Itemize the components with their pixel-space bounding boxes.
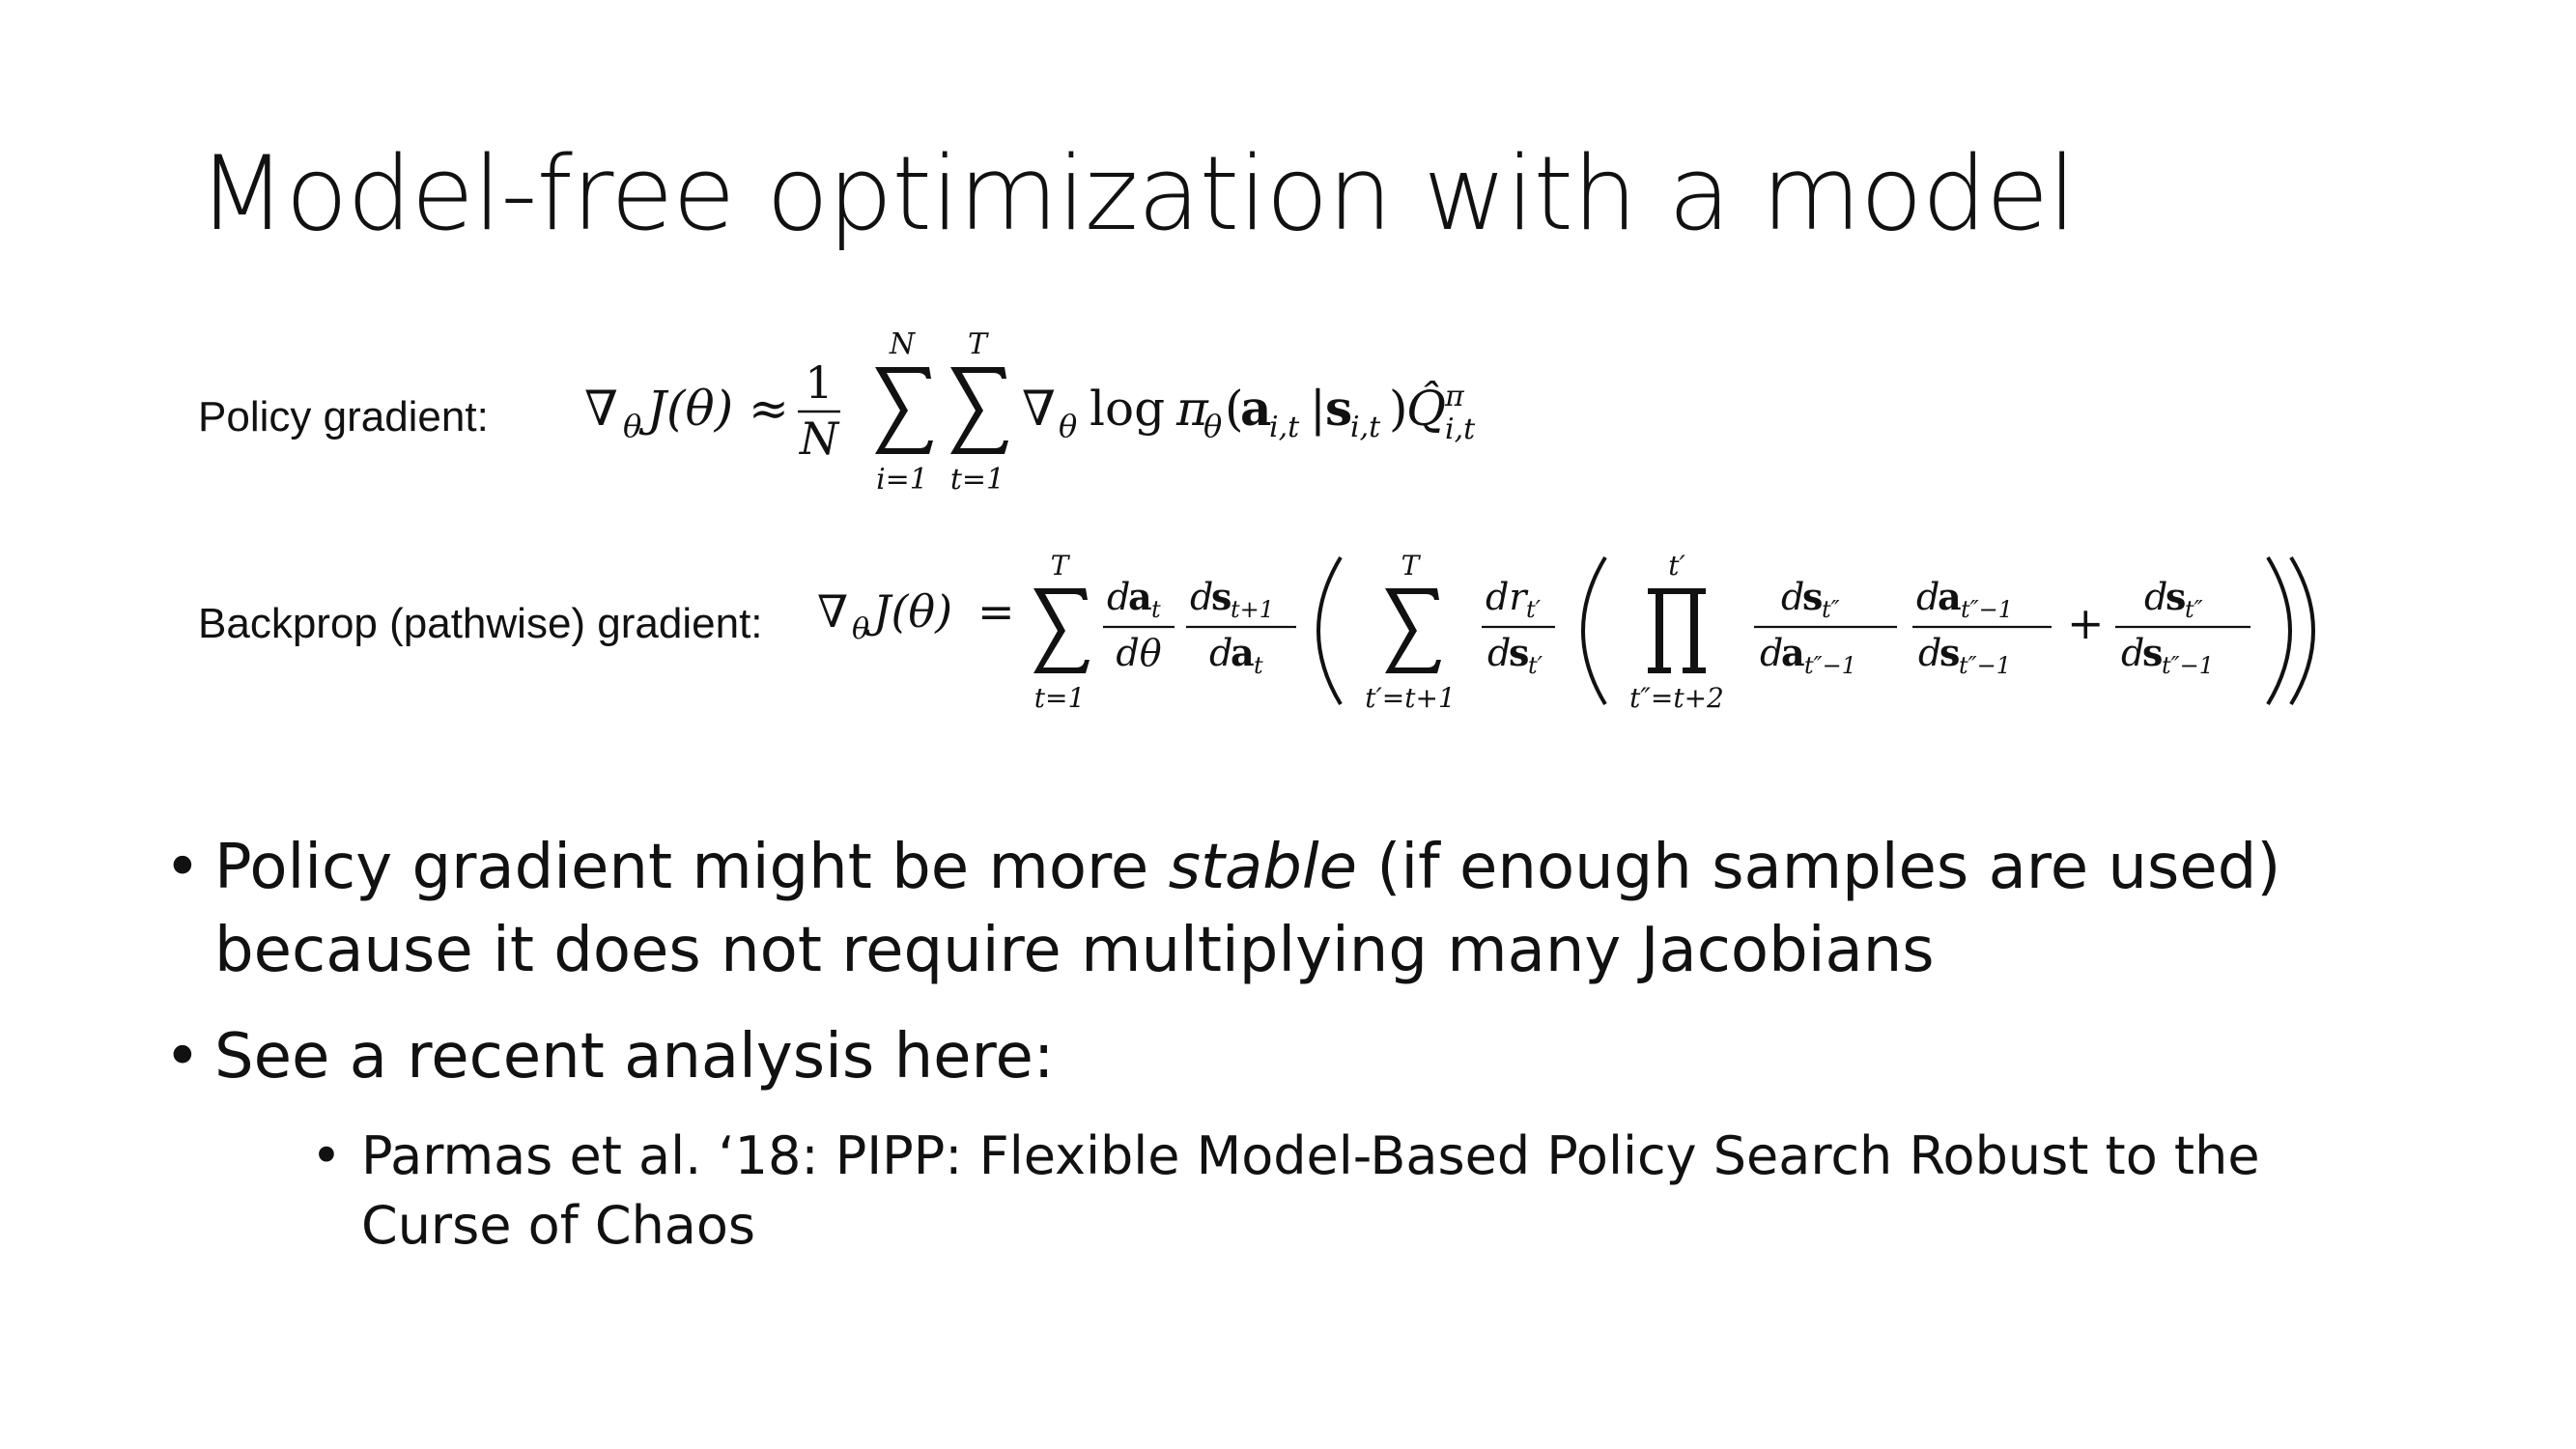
frac-subscript: t	[1151, 596, 1161, 623]
svg-text:d: d	[1487, 632, 1511, 674]
sub-bullet-marker: •	[311, 1125, 342, 1186]
q-hat: Q̂	[1406, 380, 1446, 437]
left-paren	[1581, 555, 1607, 706]
product-symbol	[1648, 588, 1706, 673]
objective-j: J(θ)	[865, 585, 952, 638]
nabla-symbol: ∇	[1022, 381, 1056, 437]
svg-text:s: s	[1509, 631, 1529, 674]
svg-text:s: s	[1211, 575, 1231, 618]
sum-upper-limit: N	[889, 327, 917, 361]
frac-subscript: t	[1254, 652, 1263, 679]
frac-subscript: t″−1	[2162, 652, 2214, 679]
svg-text:d: d	[1916, 576, 1939, 618]
svg-text:d: d	[1760, 632, 1783, 674]
frac-subscript: t″	[2185, 596, 2203, 623]
theta-subscript: θ	[1059, 408, 1077, 444]
svg-text:d: d	[2121, 632, 2144, 674]
conditional-bar: |	[1310, 381, 1326, 437]
right-paren	[2266, 555, 2292, 706]
summation-symbol	[1033, 588, 1090, 673]
svg-text:a: a	[1938, 575, 1962, 618]
summation-symbol	[1385, 588, 1441, 673]
product-lower-limit: t″=t+2	[1629, 682, 1724, 714]
summation-symbol	[950, 367, 1008, 454]
bullet-text: (if enough samples are used) because it …	[214, 832, 2281, 986]
backprop-gradient-label: Backprop (pathwise) gradient:	[198, 600, 763, 647]
theta-subscript: θ	[623, 408, 641, 444]
svg-text:d: d	[2144, 576, 2167, 618]
right-paren	[2289, 555, 2315, 706]
policy-gradient-equation: ∇ θ J(θ) ≈ 1 N N i=1 T t=1 ∇ θ log π θ (…	[584, 327, 1476, 497]
policy-gradient-label: Policy gradient:	[198, 393, 489, 440]
sum-upper-limit: T	[968, 327, 989, 361]
objective-j: J(θ)	[638, 381, 733, 437]
theta-subscript: θ	[1203, 408, 1222, 444]
svg-text:d: d	[1107, 576, 1130, 618]
svg-text:): )	[1389, 381, 1408, 437]
fraction-denominator: N	[799, 412, 840, 465]
svg-text:d: d	[1209, 632, 1232, 674]
svg-text:d: d	[1190, 576, 1213, 618]
svg-text:(: (	[1225, 381, 1244, 437]
svg-text:s: s	[1939, 631, 1960, 674]
sum-upper-limit: T	[1401, 550, 1422, 582]
plus-sign: +	[2067, 597, 2105, 649]
summation-symbol	[875, 367, 933, 454]
svg-text:dr: dr	[1486, 576, 1529, 618]
reference-citation: Parmas et al. ‘18: PIPP: Flexible Model-…	[361, 1125, 2260, 1256]
nabla-symbol: ∇	[817, 585, 848, 638]
frac-subscript: t″	[1822, 596, 1840, 623]
nabla-symbol: ∇	[584, 381, 618, 437]
svg-text:a: a	[1128, 575, 1152, 618]
approx-symbol: ≈	[749, 381, 789, 437]
bullet-text: Policy gradient might be more	[214, 832, 1169, 903]
bullet-emphasis: stable	[1168, 832, 1358, 903]
frac-subscript: t+1	[1231, 596, 1274, 623]
svg-text:d: d	[1781, 576, 1804, 618]
bullet-marker: •	[164, 832, 201, 903]
frac-denominator: dθ	[1116, 632, 1161, 674]
state-s: s	[1325, 380, 1352, 437]
frac-subscript: t″−1	[1961, 596, 2013, 623]
q-superscript: π	[1444, 380, 1465, 413]
frac-subscript: t″−1	[1804, 652, 1856, 679]
svg-text:d: d	[1918, 632, 1941, 674]
fraction-numerator: 1	[805, 356, 833, 409]
svg-text:s: s	[2166, 575, 2186, 618]
sum-lower-limit: i=1	[876, 463, 928, 497]
frac-subscript: t′	[1526, 596, 1542, 623]
bullet-item: • See a recent analysis here:	[164, 1015, 2434, 1098]
equals-sign: =	[977, 585, 1015, 638]
svg-text:s: s	[1802, 575, 1823, 618]
svg-text:a: a	[1231, 631, 1255, 674]
bullet-text: See a recent analysis here:	[214, 1021, 1055, 1093]
left-paren	[1316, 555, 1343, 706]
sum-upper-limit: T	[1051, 550, 1071, 582]
sum-lower-limit: t′=t+1	[1365, 682, 1456, 714]
frac-subscript: t′	[1528, 652, 1543, 679]
log-operator: log	[1090, 381, 1165, 437]
action-subscript: i,t	[1269, 411, 1300, 444]
bullet-item: • Policy gradient might be more stable (…	[164, 826, 2434, 992]
policy-pi: π	[1175, 381, 1209, 437]
backprop-gradient-equation: ∇ θ J(θ) = T t=1 d a t dθ d s t+1 d a t …	[817, 550, 2315, 714]
product-upper-limit: t′	[1668, 550, 1685, 582]
slide-title: Model-free optimization with a model	[198, 134, 2077, 253]
svg-text:s: s	[2142, 631, 2163, 674]
sub-bullet-item: • Parmas et al. ‘18: PIPP: Flexible Mode…	[311, 1122, 2390, 1261]
theta-subscript: θ	[852, 612, 869, 646]
state-subscript: i,t	[1350, 411, 1381, 444]
bullet-marker: •	[164, 1021, 201, 1093]
frac-subscript: t″−1	[1959, 652, 2011, 679]
svg-text:a: a	[1781, 631, 1805, 674]
sum-lower-limit: t=1	[950, 463, 1005, 497]
sum-lower-limit: t=1	[1034, 682, 1086, 714]
q-subscript: i,t	[1445, 412, 1476, 446]
bullet-list: • Policy gradient might be more stable (…	[164, 826, 2434, 1261]
action-a: a	[1240, 380, 1271, 437]
